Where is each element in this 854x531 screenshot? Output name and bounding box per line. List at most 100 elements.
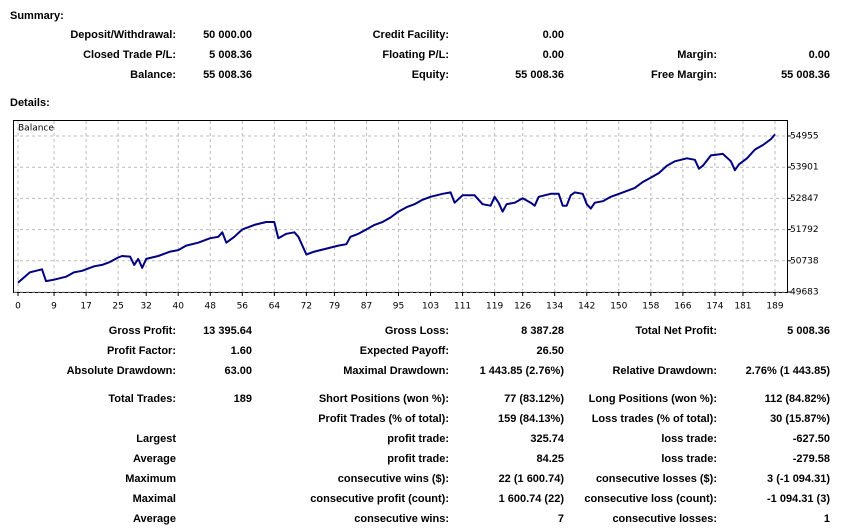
y-tick-label: 51792 — [790, 225, 819, 235]
field-value: 189 — [233, 393, 252, 405]
field-value: 1 600.74 (22) — [498, 493, 564, 505]
field-value: 1.60 — [230, 345, 252, 357]
field-label: Credit Facility: — [372, 29, 449, 41]
x-tick-label: 32 — [140, 302, 151, 312]
field-label: Maximal Drawdown: — [343, 365, 449, 377]
x-tick-label: 150 — [610, 302, 627, 312]
field-label: Floating P/L: — [382, 49, 449, 61]
field-label: Closed Trade P/L: — [83, 49, 176, 61]
field-label: Average — [132, 453, 176, 465]
y-tick-label: 54955 — [790, 132, 819, 142]
field-label: Profit Factor: — [106, 345, 176, 357]
field-label: Total Net Profit: — [635, 325, 717, 337]
x-tick-label: 56 — [237, 302, 249, 312]
x-tick-label: 158 — [642, 302, 659, 312]
field-label: Expected Payoff: — [359, 345, 449, 357]
field-value: 159 (84.13%) — [497, 413, 564, 425]
field-label: Deposit/Withdrawal: — [70, 29, 176, 41]
x-tick-label: 142 — [578, 302, 595, 312]
x-tick-label: 181 — [734, 302, 751, 312]
field-label: consecutive losses: — [612, 513, 717, 525]
field-label: Maximum — [125, 473, 176, 485]
field-label: Equity: — [411, 69, 449, 81]
field-label: consecutive loss (count): — [584, 493, 717, 505]
field-label: consecutive profit (count): — [310, 493, 449, 505]
x-tick-label: 87 — [361, 302, 372, 312]
field-label: Loss trades (% of total): — [591, 413, 717, 425]
y-tick-label: 53901 — [790, 163, 819, 173]
x-tick-label: 166 — [674, 302, 691, 312]
field-label: Total Trades: — [108, 393, 176, 405]
field-label: Balance: — [130, 69, 176, 81]
field-value: -279.58 — [792, 453, 830, 465]
field-label: consecutive wins: — [354, 513, 449, 525]
field-value: 13 395.64 — [203, 325, 252, 337]
field-value: 5 008.36 — [787, 325, 830, 337]
field-value: 0.00 — [542, 49, 564, 61]
field-label: Relative Drawdown: — [612, 365, 717, 377]
chart-frame — [13, 120, 788, 293]
field-label: Absolute Drawdown: — [66, 365, 176, 377]
field-label: Maximal — [132, 493, 176, 505]
x-tick-label: 95 — [393, 302, 404, 312]
section-title: Details: — [10, 97, 50, 109]
x-tick-label: 126 — [514, 302, 531, 312]
x-tick-label: 72 — [301, 302, 312, 312]
field-value: 1 443.85 (2.76%) — [479, 365, 564, 377]
field-value: 112 (84.82%) — [764, 393, 830, 405]
y-tick-label: 50738 — [790, 256, 819, 266]
field-value: 55 008.36 — [515, 69, 564, 81]
field-label: Short Positions (won %): — [318, 393, 449, 405]
field-value: 22 (1 600.74) — [498, 473, 564, 485]
field-value: 50 000.00 — [203, 29, 252, 41]
field-label: profit trade: — [387, 433, 449, 445]
field-value: -1 094.31 (3) — [767, 493, 830, 505]
x-tick-label: 134 — [546, 302, 563, 312]
x-tick-label: 111 — [454, 302, 471, 312]
field-value: -627.50 — [792, 433, 830, 445]
field-label: Gross Loss: — [384, 325, 449, 337]
field-label: loss trade: — [661, 453, 717, 465]
field-label: loss trade: — [661, 433, 717, 445]
field-value: 26.50 — [536, 345, 564, 357]
x-tick-label: 0 — [15, 302, 21, 312]
field-label: profit trade: — [387, 453, 449, 465]
x-tick-label: 103 — [422, 302, 439, 312]
field-label: Long Positions (won %): — [588, 393, 717, 405]
x-tick-label: 48 — [205, 302, 217, 312]
x-tick-label: 17 — [80, 302, 91, 312]
field-value: 325.74 — [530, 433, 564, 445]
x-tick-label: 174 — [706, 302, 723, 312]
field-value: 63.00 — [224, 365, 252, 377]
field-value: 3 (-1 094.31) — [767, 473, 830, 485]
field-value: 7 — [557, 513, 564, 525]
section-title: Summary: — [10, 10, 64, 22]
x-tick-label: 25 — [112, 302, 123, 312]
field-value: 1 — [823, 513, 830, 525]
field-value: 0.00 — [542, 29, 564, 41]
x-tick-label: 79 — [329, 302, 341, 312]
field-label: Gross Profit: — [108, 325, 176, 337]
field-value: 0.00 — [808, 49, 830, 61]
field-value: 55 008.36 — [203, 69, 252, 81]
field-label: Margin: — [677, 49, 717, 61]
field-value: 30 (15.87%) — [770, 413, 830, 425]
field-value: 84.25 — [536, 453, 564, 465]
balance-line — [17, 133, 776, 284]
field-value: 55 008.36 — [781, 69, 830, 81]
field-label: Average — [132, 513, 176, 525]
field-value: 2.76% (1 443.85) — [745, 365, 830, 377]
balance-chart: Balance 49683 50738 51792 52847 53901 54955 0 9… — [13, 120, 819, 312]
field-value: 8 387.28 — [521, 325, 564, 337]
field-label: consecutive losses ($): — [595, 473, 717, 485]
x-tick-label: 64 — [269, 302, 281, 312]
field-label: Largest — [136, 433, 176, 445]
y-tick-label: 52847 — [790, 194, 819, 204]
x-tick-label: 9 — [51, 302, 57, 312]
field-label: Free Margin: — [650, 69, 717, 81]
x-tick-label: 40 — [172, 302, 184, 312]
x-tick-label: 189 — [766, 302, 783, 312]
x-tick-label: 119 — [486, 302, 503, 312]
y-tick-label: 49683 — [790, 288, 819, 298]
